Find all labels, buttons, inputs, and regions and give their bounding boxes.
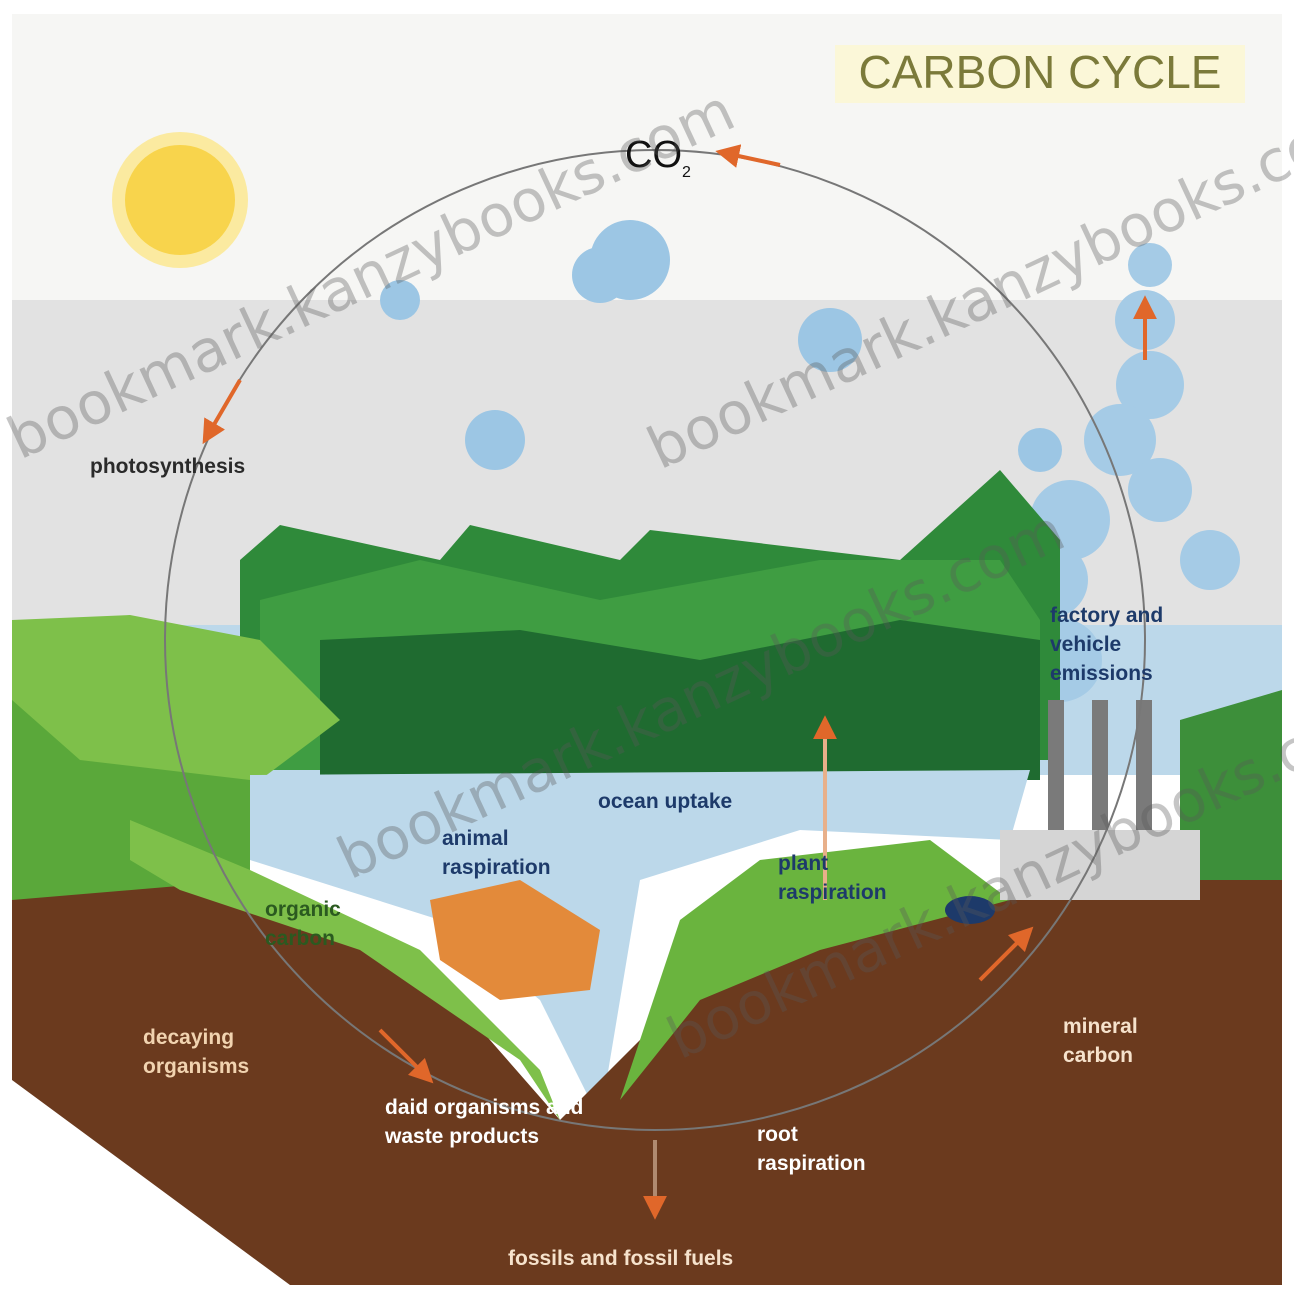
label-line: ocean uptake [598,790,732,813]
title: CARBON CYCLE [859,46,1222,98]
co2-sub: 2 [682,164,691,181]
diagram: CARBON CYCLE CO2 bookmark.kanzybooks.com… [0,0,1294,1289]
label-line: organic [265,898,341,921]
label-line: raspiration [778,881,887,904]
label-line: raspiration [757,1152,866,1175]
page: { "title": "CARBON CYCLE", "co2": {"main… [0,0,1294,1289]
label-line: daid organisms and [385,1096,583,1119]
sun [125,145,235,255]
label-line: mineral [1063,1015,1138,1038]
label-line: animal [442,827,509,850]
label-line: decaying [143,1026,234,1049]
label-line: organisms [143,1055,249,1078]
label-line: root [757,1123,798,1146]
ground [12,880,1282,1285]
photosynthesis-label: photosynthesis [90,455,245,478]
label-line: plant [778,852,828,875]
label-line: emissions [1050,662,1153,685]
label-line: raspiration [442,856,551,879]
label-line: waste products [384,1125,539,1148]
label-line: carbon [265,927,335,950]
ocean-uptake-label: ocean uptake [598,790,732,813]
label-line: fossils and fossil fuels [508,1247,733,1270]
label-line: carbon [1063,1044,1133,1067]
fossils-label: fossils and fossil fuels [508,1247,733,1270]
label-line: factory and [1050,604,1163,627]
label-line: vehicle [1050,633,1121,656]
label-line: photosynthesis [90,455,245,478]
